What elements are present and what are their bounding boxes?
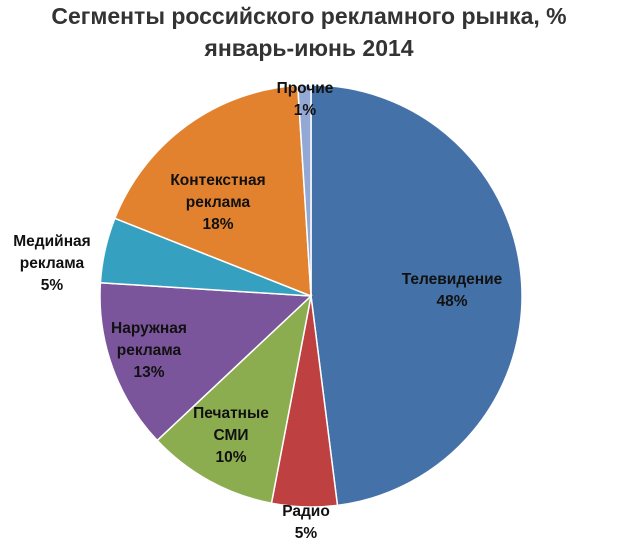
pie-slice-4 [99,281,313,442]
pie-slice-6 [113,84,312,298]
pie-slice-3 [156,293,313,505]
chart-title: Сегменты российского рекламного рынка, % [51,3,567,29]
slice-label-3: Печатные СМИ 10% [193,405,269,466]
slice-label-7: Прочие 1% [277,80,334,119]
slice-label-6: Контекстная реклама 18% [170,172,265,233]
slice-label-1: Телевидение 48% [402,271,503,310]
slice-label-2: Радио 5% [282,503,330,541]
chart-subtitle: январь-июнь 2014 [204,35,414,61]
slice-label-4: Наружная реклама 13% [111,320,187,381]
slice-label-5: Медийная реклама 5% [13,233,90,294]
pie-slice-7 [296,84,312,297]
pie-slice-1 [310,84,523,507]
